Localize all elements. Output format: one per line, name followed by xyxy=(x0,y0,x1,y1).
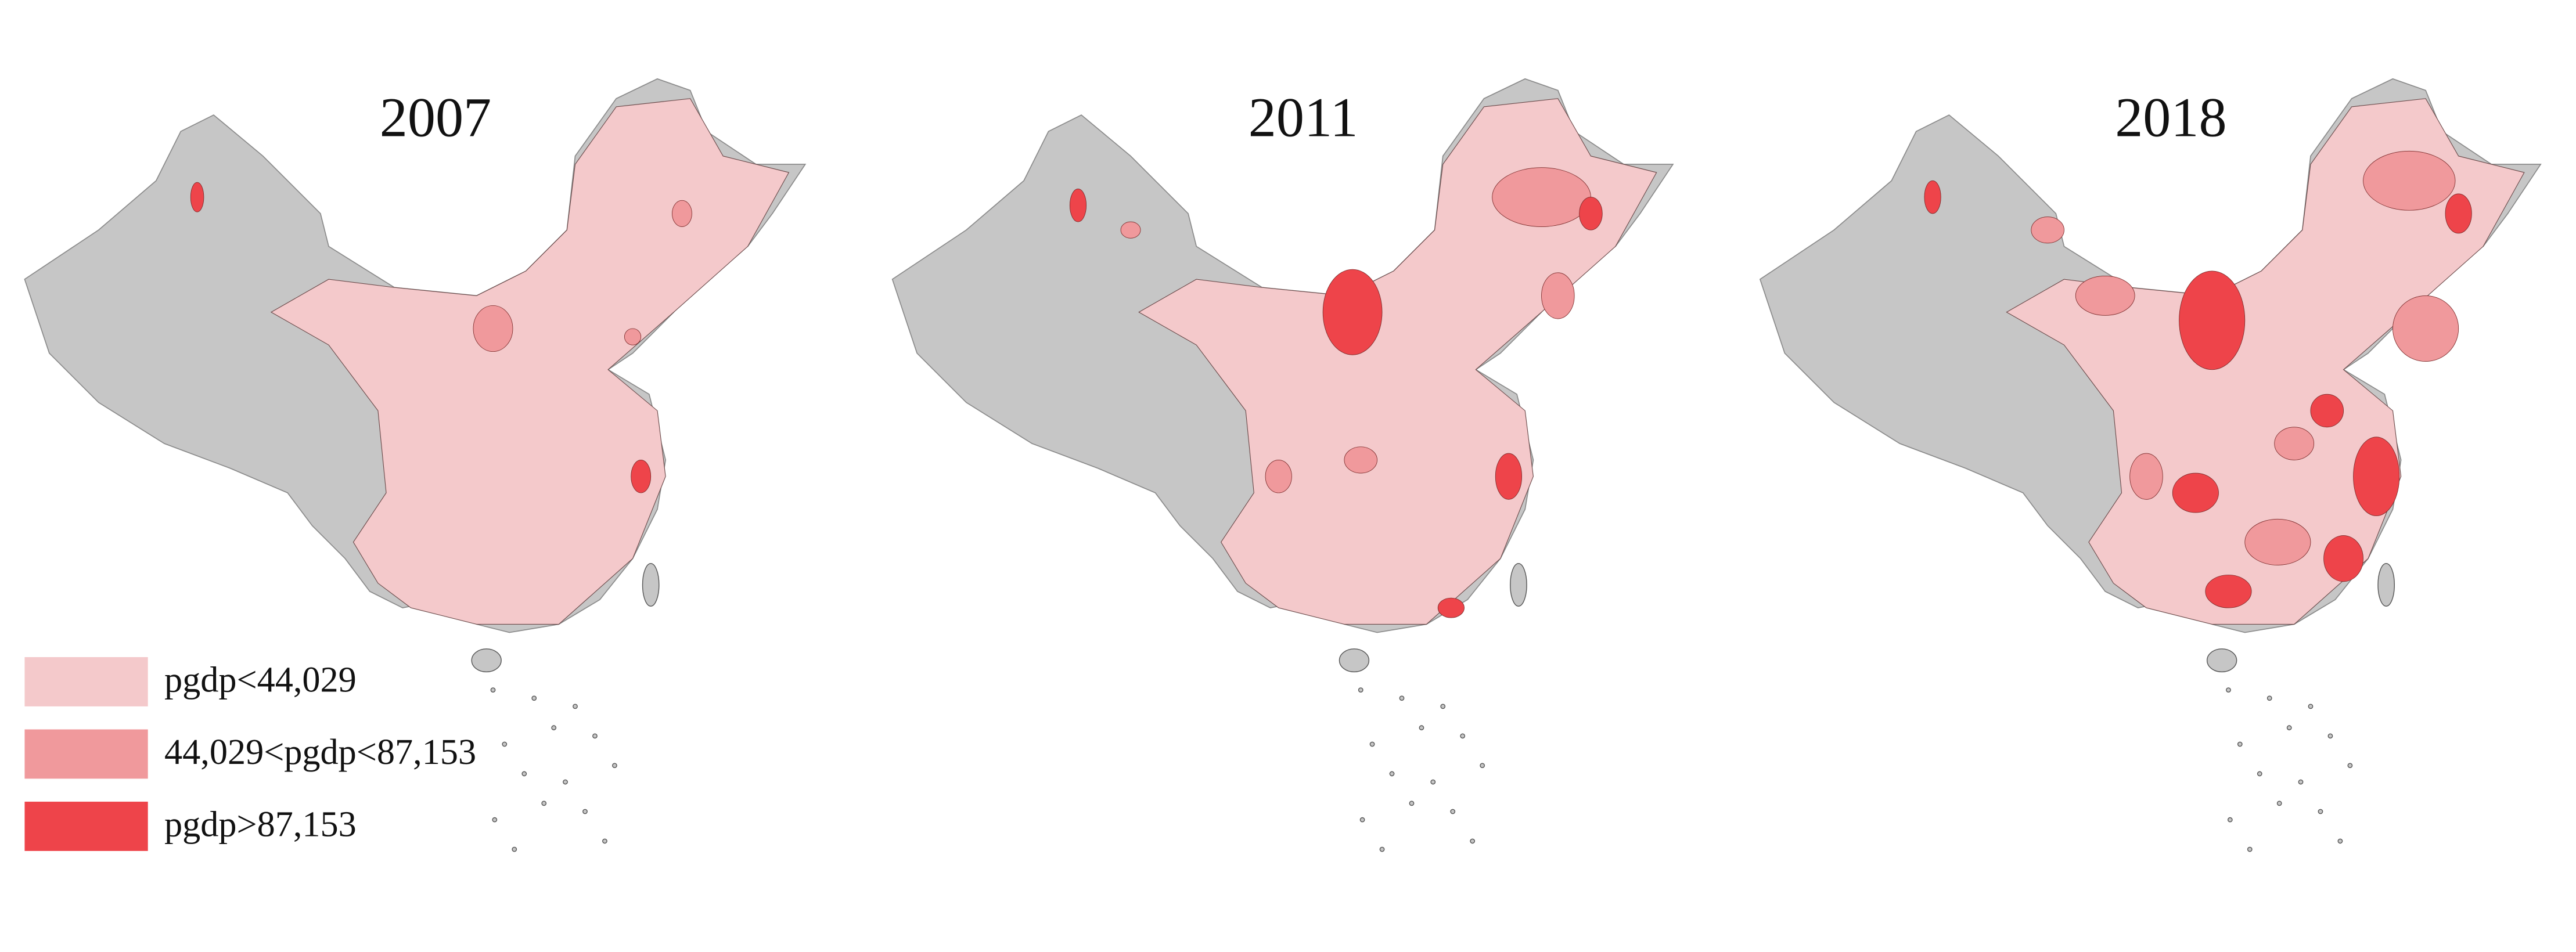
map-region-highlight xyxy=(2205,575,2252,608)
map-region-highlight xyxy=(624,328,642,345)
island xyxy=(2257,771,2262,777)
island xyxy=(521,771,527,777)
map-region-highlight xyxy=(2353,437,2400,517)
map-region-highlight xyxy=(1492,167,1591,227)
island xyxy=(1409,800,1415,806)
island xyxy=(2266,695,2272,701)
island xyxy=(2327,733,2333,739)
map-region-highlight xyxy=(1924,180,1941,214)
map-region-highlight xyxy=(1069,189,1087,222)
map-region-highlight xyxy=(2075,276,2135,316)
map-region-highlight xyxy=(1437,597,1465,618)
map-region-highlight xyxy=(1579,197,1603,230)
island xyxy=(2286,725,2292,731)
island xyxy=(551,725,557,731)
island xyxy=(531,695,537,701)
map-region-highlight xyxy=(1322,269,1383,355)
island xyxy=(1389,771,1395,777)
map-region-highlight xyxy=(1495,453,1523,500)
island xyxy=(2206,648,2237,673)
island xyxy=(612,763,617,769)
island xyxy=(1369,741,1375,747)
island xyxy=(471,648,502,673)
island xyxy=(1359,817,1365,823)
legend-label: pgdp<44,029 xyxy=(164,661,357,700)
map-region-highlight xyxy=(2445,193,2472,234)
map-panel: 2011 xyxy=(891,78,1674,852)
map-title: 2018 xyxy=(2115,86,2226,148)
island xyxy=(512,846,517,852)
map-title: 2007 xyxy=(380,86,491,148)
island xyxy=(2337,838,2343,844)
island xyxy=(602,838,607,844)
island xyxy=(1339,648,1370,673)
map-region-highlight xyxy=(473,305,513,352)
map-region-highlight xyxy=(1265,459,1292,493)
map-panel: 2018 xyxy=(1759,78,2542,852)
legend-swatch xyxy=(24,729,148,779)
island xyxy=(573,704,578,709)
island xyxy=(2247,846,2253,852)
island xyxy=(1450,809,1456,814)
map-title: 2011 xyxy=(1249,86,1358,148)
island xyxy=(1379,846,1385,852)
map-region-highlight xyxy=(2129,453,2163,500)
legend-label: pgdp>87,153 xyxy=(164,805,357,845)
legend-swatch xyxy=(24,657,148,706)
island xyxy=(1430,779,1436,785)
island xyxy=(2347,763,2353,769)
island xyxy=(1399,695,1405,701)
island xyxy=(1419,725,1424,731)
map-region-highlight xyxy=(2363,150,2456,211)
map-region-highlight xyxy=(672,200,692,227)
map-panel: 2007 xyxy=(24,78,807,852)
island xyxy=(2226,687,2231,693)
island xyxy=(1460,733,1466,739)
legend-swatch xyxy=(24,802,148,851)
island xyxy=(1358,687,1363,693)
island xyxy=(502,741,508,747)
island xyxy=(1440,704,1446,709)
island xyxy=(2276,800,2282,806)
island xyxy=(582,809,588,814)
map-region-highlight xyxy=(2031,217,2064,244)
island xyxy=(1480,763,1485,769)
map-region-highlight xyxy=(2323,535,2363,582)
map-region-highlight xyxy=(2274,427,2315,460)
island xyxy=(2237,741,2243,747)
map-region-highlight xyxy=(2310,394,2344,428)
island xyxy=(2318,809,2323,814)
island xyxy=(2308,704,2314,709)
map-region-highlight xyxy=(631,459,652,493)
map-region-highlight xyxy=(1344,446,1377,474)
island xyxy=(2377,562,2395,607)
island xyxy=(1470,838,1476,844)
map-region-highlight xyxy=(2179,271,2246,370)
island xyxy=(2227,817,2233,823)
map-region-highlight xyxy=(1541,272,1575,319)
island xyxy=(592,733,598,739)
map-region-highlight xyxy=(2172,473,2219,513)
map-region-highlight xyxy=(190,182,204,212)
figure-body: 2007 2011 2018 pgdp<44,029 44,029<pgdp<87,15… xyxy=(24,78,2542,852)
island xyxy=(490,687,496,693)
island xyxy=(1510,562,1527,607)
map-region-highlight xyxy=(1120,221,1141,239)
island xyxy=(642,562,660,607)
island xyxy=(2298,779,2304,785)
island xyxy=(563,779,568,785)
island xyxy=(541,800,547,806)
legend-label: 44,029<pgdp<87,153 xyxy=(164,733,476,772)
map-region-highlight xyxy=(2392,295,2459,362)
map-region-highlight xyxy=(2244,518,2311,565)
island xyxy=(492,817,498,823)
